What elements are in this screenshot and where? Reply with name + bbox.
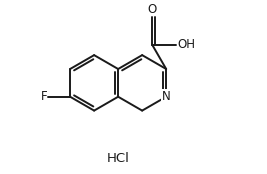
Text: OH: OH xyxy=(177,38,195,52)
Text: O: O xyxy=(148,3,157,16)
Text: HCl: HCl xyxy=(107,152,129,165)
Text: N: N xyxy=(162,90,171,103)
Text: F: F xyxy=(41,90,47,103)
